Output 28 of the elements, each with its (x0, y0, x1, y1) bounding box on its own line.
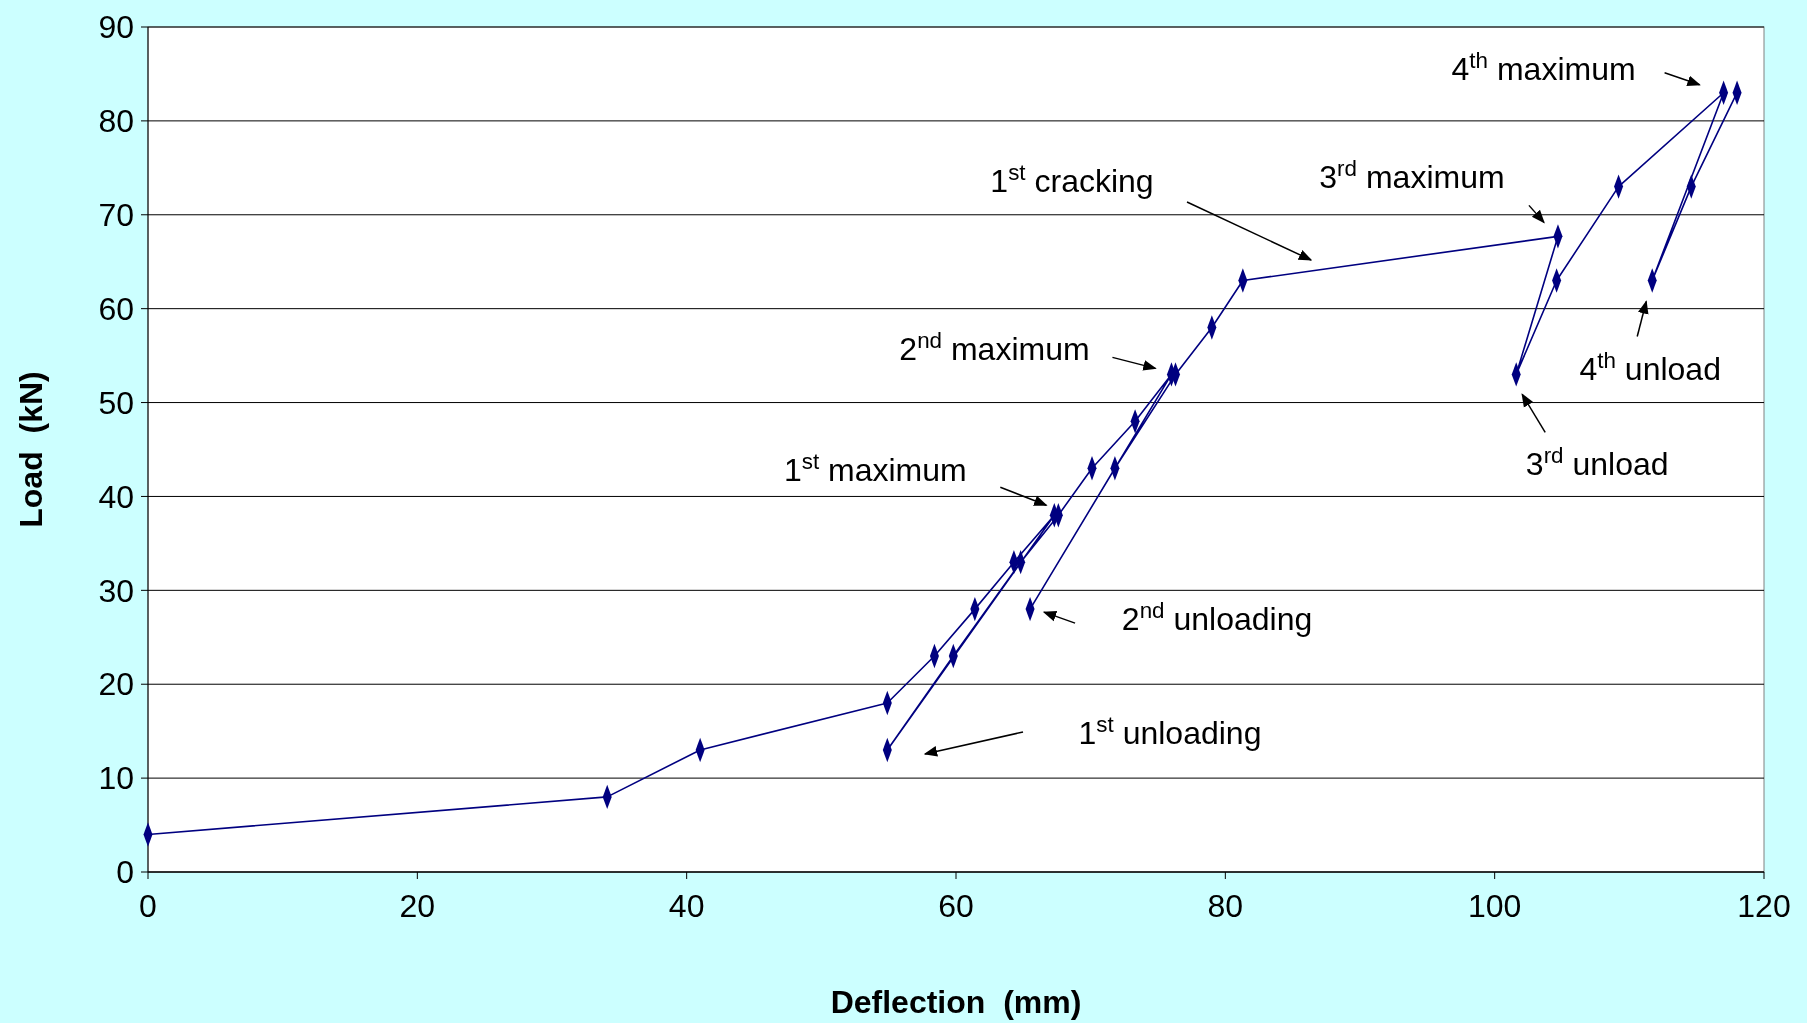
y-tick-label: 90 (98, 9, 134, 46)
annotation: 4$^{th}$ unload (1579, 347, 1721, 387)
x-tick-label: 100 (1467, 888, 1522, 924)
x-tick-label: 60 (938, 888, 974, 924)
annotation: 3$^{rd}$ maximum (1319, 155, 1505, 195)
annotation: 2$^{nd}$ maximum (899, 327, 1090, 367)
y-tick-label: 30 (98, 572, 134, 609)
x-tick-label: 40 (668, 888, 705, 924)
annotation: 4$^{th}$ maximum (1451, 47, 1636, 87)
y-tick-label: 20 (98, 666, 134, 703)
annotation: 1$^{st}$ unloading (1078, 711, 1262, 752)
y-tick-label: 60 (98, 290, 134, 327)
y-tick-label: 10 (98, 760, 134, 797)
x-axis-title: Deflection (mm) (830, 984, 1082, 1020)
x-tick-label: 0 (139, 888, 157, 924)
annotation: 3$^{rd}$ unload (1525, 442, 1669, 482)
x-tick-label: 80 (1207, 888, 1244, 924)
annotation: 1$^{st}$ maximum (783, 448, 967, 489)
x-tick-label: 20 (399, 888, 436, 924)
y-axis-title: Load (kN) (13, 371, 49, 528)
x-tick-label: 120 (1737, 888, 1791, 924)
y-tick-label: 80 (98, 103, 134, 140)
y-tick-label: 0 (116, 854, 134, 891)
y-tick-label: 50 (98, 384, 134, 421)
annotation: 1$^{st}$ cracking (990, 159, 1154, 200)
y-tick-label: 70 (98, 196, 134, 233)
annotation: 2$^{nd}$ unloading (1121, 597, 1313, 638)
y-tick-label: 40 (98, 478, 134, 515)
